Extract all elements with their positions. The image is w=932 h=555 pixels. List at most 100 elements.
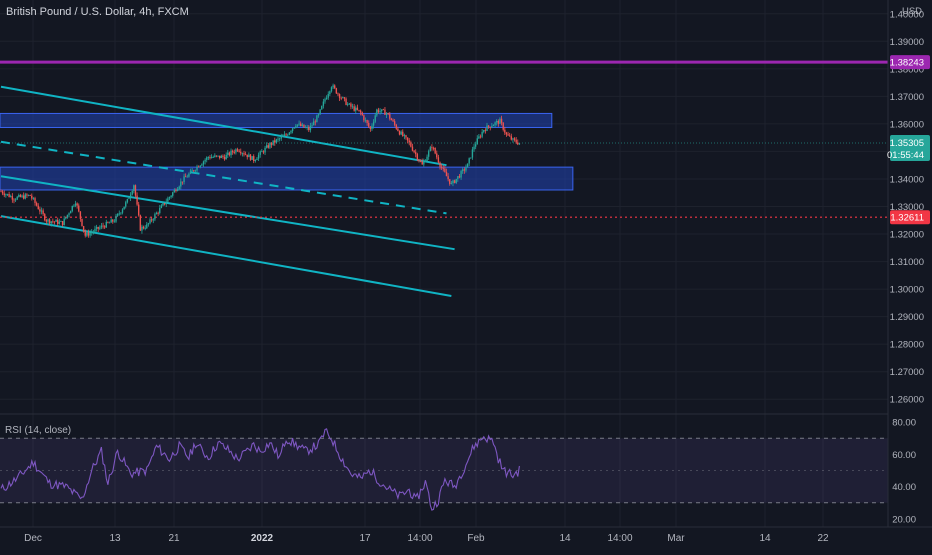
candle-down [300,123,302,126]
candle-up [10,196,12,198]
candle-down [408,140,410,143]
candle-down [366,120,368,123]
candle-down [249,154,252,160]
rsi-tick-label: 40.00 [892,482,916,493]
candle-down [139,215,142,231]
candle-up [275,139,278,143]
candle-down [270,143,273,145]
candle-up [160,205,163,208]
candle-down [437,157,440,163]
time-tick-label: 22 [817,533,829,544]
candle-up [194,170,197,172]
last-price-tag-bg [890,135,930,162]
candle-down [508,135,511,137]
candle-up [372,121,375,126]
candle-up [450,183,453,184]
candle-down [489,126,491,128]
candle-up [304,127,307,129]
candle-down [240,151,242,154]
candle-up [6,194,9,195]
candle-up [133,185,135,191]
candle-up [32,198,35,199]
candle-up [280,136,282,139]
candle-down [57,219,59,224]
candle-up [47,219,49,222]
candle-down [410,142,412,147]
candle-down [432,147,435,149]
candle-up [371,125,373,130]
rsi-line [0,428,520,511]
candle-up [118,213,120,215]
candle-up [110,219,112,223]
candle-up [478,136,480,139]
candle-down [81,218,83,227]
candle-up [188,173,190,177]
candle-down [107,221,109,223]
candle-up [254,160,257,162]
candle-down [308,127,310,131]
candle-up [272,140,274,145]
candle-down [246,154,248,158]
candle-down [359,110,362,113]
candle-down [406,137,409,141]
candle-up [283,134,286,136]
candle-down [416,154,419,160]
supply-demand-zone [0,112,553,128]
candle-down [3,193,5,196]
candle-down [29,195,31,196]
rsi-panel [0,428,888,511]
candle-up [155,212,158,215]
candle-up [105,221,107,228]
candle-up [452,180,454,184]
dotted-price-tag-bg [890,210,930,225]
candle-down [31,195,33,199]
candle-up [316,115,318,123]
candle-up [348,103,350,105]
price-tick-label: 1.27000 [890,367,924,378]
candle-up [63,218,65,226]
candle-down [505,132,508,135]
candle-down [445,171,448,177]
time-tick-label: Dec [24,533,42,544]
candle-down [78,205,80,212]
candle-up [269,143,271,148]
candle-up [298,123,300,125]
candle-up [94,228,96,232]
candle-up [183,176,185,182]
time-tick-label: 17 [359,533,371,544]
candle-up [95,226,98,229]
candle-up [189,170,192,174]
candle-up [16,196,18,200]
candle-down [436,153,438,158]
candle-down [35,202,38,206]
candle-up [455,178,457,183]
candle-up [491,126,493,128]
candle-up [287,134,289,136]
time-tick-label: Feb [467,533,485,544]
time-tick-label: 14:00 [407,533,432,544]
candle-up [282,135,284,137]
candle-up [465,167,467,171]
candle-down [510,136,512,140]
candle-down [390,118,393,121]
candle-down [513,138,516,140]
candle-down [368,122,370,127]
candle-down [253,156,255,162]
channel-line [0,85,447,167]
price-axis [888,0,932,550]
candle-up [499,118,501,124]
candle-up [73,205,75,207]
candle-up [207,157,210,158]
candle-up [468,158,470,164]
rsi-title: RSI (14, close) [5,425,72,436]
candle-down [244,154,247,156]
rsi-tick-label: 80.00 [892,418,916,429]
candle-up [60,221,62,222]
resistance-price-tag-bg [890,55,930,70]
candle-up [144,228,146,229]
candle-up [204,159,206,162]
candle-up [324,99,326,102]
candle-down [405,135,407,138]
